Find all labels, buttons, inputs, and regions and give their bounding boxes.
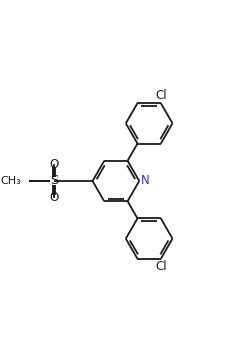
- Text: O: O: [49, 191, 59, 204]
- Text: O: O: [49, 158, 59, 171]
- Text: CH₃: CH₃: [1, 176, 21, 186]
- Text: S: S: [50, 174, 58, 188]
- Text: Cl: Cl: [155, 260, 167, 273]
- Text: Cl: Cl: [155, 89, 167, 102]
- Text: N: N: [141, 174, 150, 188]
